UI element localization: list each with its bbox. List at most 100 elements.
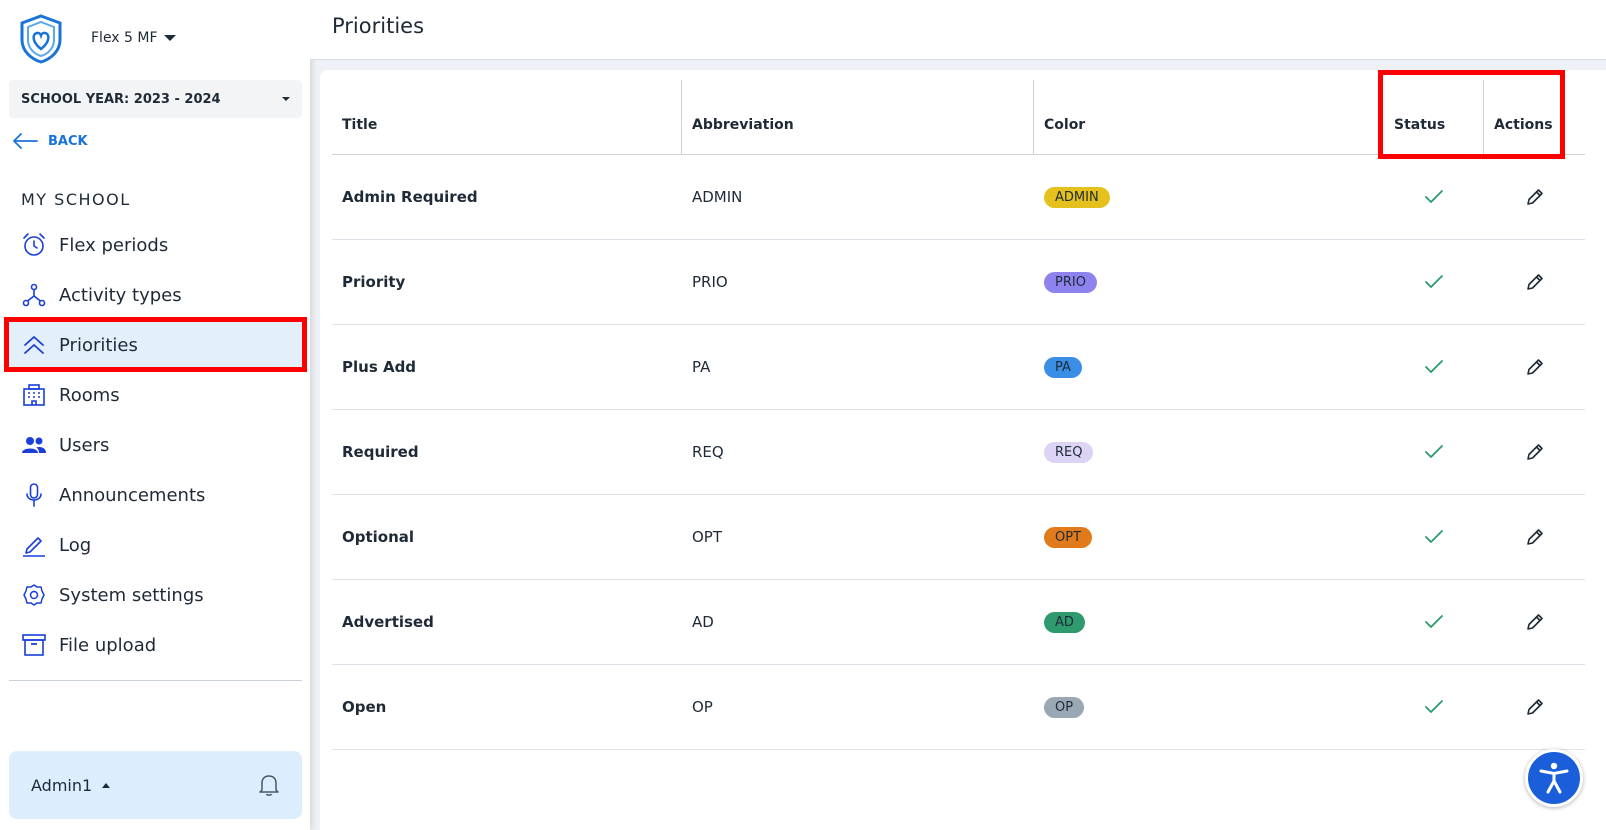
row-actions xyxy=(1484,441,1585,463)
double-chevron-up-icon xyxy=(24,336,44,354)
row-color: PA xyxy=(1034,356,1384,378)
arrow-left-icon xyxy=(13,133,38,149)
row-abbreviation: OP xyxy=(692,698,713,716)
sidebar-item-label: Priorities xyxy=(59,334,138,356)
sidebar-item-rooms[interactable]: Rooms xyxy=(0,370,310,420)
user-menu: Admin1 xyxy=(9,751,302,819)
row-color: REQ xyxy=(1034,441,1384,463)
edit-icon[interactable] xyxy=(1524,271,1546,293)
row-abbreviation: ADMIN xyxy=(692,188,743,206)
sidebar-item-activity-types[interactable]: Activity types xyxy=(0,270,310,320)
sidebar-item-label: File upload xyxy=(59,634,157,656)
network-icon xyxy=(22,283,46,307)
row-abbreviation: PRIO xyxy=(692,273,728,291)
shield-heart-logo[interactable] xyxy=(18,14,64,64)
table-row: Plus Add PA PA xyxy=(332,325,1585,410)
table-row: Admin Required ADMIN ADMIN xyxy=(332,155,1585,240)
column-header-color[interactable]: Color xyxy=(1044,117,1086,133)
table-row: Advertised AD AD xyxy=(332,580,1585,665)
row-color: ADMIN xyxy=(1034,186,1384,208)
section-title: MY SCHOOL xyxy=(21,190,131,209)
row-title: Open xyxy=(342,698,387,716)
sidebar-item-priorities[interactable]: Priorities xyxy=(4,320,306,370)
sidebar: Flex 5 MF SCHOOL YEAR: 2023 - 2024 BACK … xyxy=(0,0,310,830)
row-status xyxy=(1384,699,1484,715)
row-actions xyxy=(1484,696,1585,718)
row-color: OP xyxy=(1034,696,1384,718)
row-color: OPT xyxy=(1034,526,1384,548)
row-title: Plus Add xyxy=(342,358,417,376)
row-status xyxy=(1384,614,1484,630)
priorities-card: Title Abbreviation Color Status Actions … xyxy=(320,70,1606,830)
user-menu-toggle[interactable]: Admin1 xyxy=(31,775,111,795)
sidebar-item-flex-periods[interactable]: Flex periods xyxy=(0,220,310,270)
caret-down-icon xyxy=(282,97,290,101)
table-header: Title Abbreviation Color Status Actions xyxy=(332,80,1585,155)
pencil-line-icon xyxy=(23,537,45,557)
row-actions xyxy=(1484,186,1585,208)
bell-icon[interactable] xyxy=(258,773,280,797)
color-badge: REQ xyxy=(1044,441,1094,463)
row-status xyxy=(1384,529,1484,545)
brand xyxy=(18,14,64,64)
table-row: Optional OPT OPT xyxy=(332,495,1585,580)
sidebar-item-label: Flex periods xyxy=(59,234,169,256)
org-switcher[interactable]: Flex 5 MF xyxy=(91,30,176,46)
row-color: AD xyxy=(1034,611,1384,633)
row-abbreviation: AD xyxy=(692,613,714,631)
sidebar-item-label: Activity types xyxy=(59,284,182,306)
sidebar-item-label: Announcements xyxy=(59,484,206,506)
edit-icon[interactable] xyxy=(1524,611,1546,633)
row-actions xyxy=(1484,271,1585,293)
row-color: PRIO xyxy=(1034,271,1384,293)
color-badge: PA xyxy=(1044,356,1082,378)
sidebar-item-log[interactable]: Log xyxy=(0,520,310,570)
check-icon xyxy=(1425,190,1443,203)
sidebar-item-label: Log xyxy=(59,534,92,556)
column-header-abbreviation[interactable]: Abbreviation xyxy=(682,80,1034,154)
edit-icon[interactable] xyxy=(1524,186,1546,208)
row-title: Admin Required xyxy=(342,188,478,206)
school-year-select[interactable]: SCHOOL YEAR: 2023 - 2024 xyxy=(9,80,302,118)
sidebar-divider xyxy=(9,680,302,681)
sidebar-item-label: Rooms xyxy=(59,384,120,406)
row-abbreviation: REQ xyxy=(692,443,724,461)
column-header-status[interactable]: Status xyxy=(1384,80,1484,154)
row-status xyxy=(1384,189,1484,205)
accessibility-button[interactable] xyxy=(1525,749,1583,807)
check-icon xyxy=(1425,360,1443,373)
row-title: Priority xyxy=(342,273,406,291)
sidebar-item-announcements[interactable]: Announcements xyxy=(0,470,310,520)
user-name: Admin1 xyxy=(31,775,93,795)
building-icon xyxy=(23,384,45,406)
check-icon xyxy=(1425,615,1443,628)
edit-icon[interactable] xyxy=(1524,696,1546,718)
check-icon xyxy=(1425,445,1443,458)
priorities-table: Title Abbreviation Color Status Actions … xyxy=(332,80,1585,750)
row-abbreviation: PA xyxy=(692,358,711,376)
row-actions xyxy=(1484,356,1585,378)
page-header: Priorities xyxy=(310,0,1606,60)
check-icon xyxy=(1425,530,1443,543)
sidebar-item-file-upload[interactable]: File upload xyxy=(0,620,310,670)
sidebar-item-label: System settings xyxy=(59,584,204,606)
edit-icon[interactable] xyxy=(1524,441,1546,463)
column-header-title[interactable]: Title xyxy=(332,80,682,154)
row-abbreviation: OPT xyxy=(692,528,723,546)
row-title: Optional xyxy=(342,528,415,546)
edit-icon[interactable] xyxy=(1524,356,1546,378)
back-link[interactable]: BACK xyxy=(12,133,88,149)
color-badge: ADMIN xyxy=(1044,186,1110,208)
row-title: Required xyxy=(342,443,419,461)
color-badge: OP xyxy=(1044,696,1085,718)
sidebar-nav: Flex periods Activity types Priorities R… xyxy=(0,220,310,670)
table-row: Open OP OP xyxy=(332,665,1585,750)
table-row: Priority PRIO PRIO xyxy=(332,240,1585,325)
color-badge: OPT xyxy=(1044,526,1093,548)
sidebar-item-label: Users xyxy=(59,434,110,456)
caret-up-icon xyxy=(102,782,111,788)
sidebar-item-users[interactable]: Users xyxy=(0,420,310,470)
color-badge: PRIO xyxy=(1044,271,1097,293)
edit-icon[interactable] xyxy=(1524,526,1546,548)
sidebar-item-system-settings[interactable]: System settings xyxy=(0,570,310,620)
